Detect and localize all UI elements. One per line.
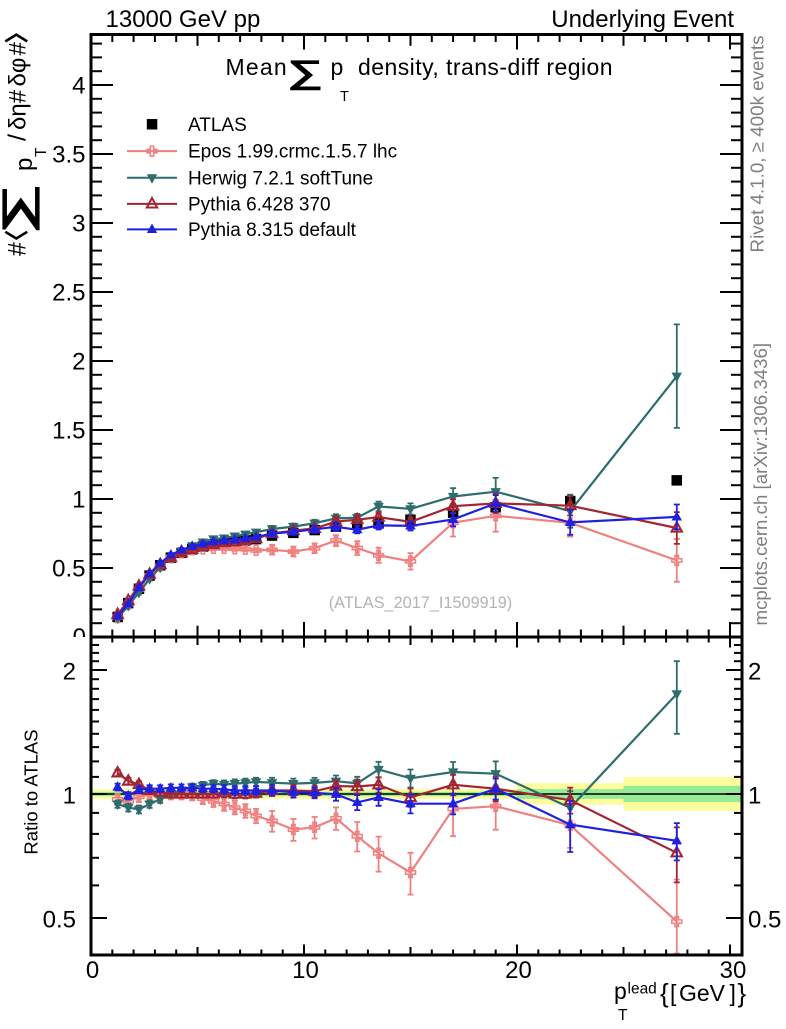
svg-text:20: 20 — [505, 957, 532, 984]
svg-text:2: 2 — [72, 349, 85, 376]
svg-text:∑: ∑ — [0, 183, 40, 235]
svg-text:}: } — [738, 978, 747, 1008]
svg-text:T: T — [618, 1007, 628, 1024]
svg-text:∑: ∑ — [287, 54, 323, 91]
svg-text:1: 1 — [72, 487, 85, 514]
svg-text:2.5: 2.5 — [52, 280, 85, 307]
svg-text:p: p — [331, 54, 344, 80]
svg-text:ATLAS: ATLAS — [188, 115, 247, 136]
svg-text:density, trans-diff region: density, trans-diff region — [358, 54, 613, 80]
svg-text:T: T — [33, 147, 50, 157]
svg-text:p: p — [614, 978, 627, 1004]
svg-text:#: # — [4, 242, 32, 256]
svg-text:1: 1 — [748, 783, 761, 810]
svg-text:4: 4 — [72, 73, 85, 100]
svg-text:δη#: δη# — [5, 89, 32, 130]
svg-text:Ratio to ATLAS: Ratio to ATLAS — [21, 729, 42, 854]
svg-text:Herwig 7.2.1 softTune: Herwig 7.2.1 softTune — [188, 168, 373, 189]
svg-text:Epos 1.99.crmc.1.5.7 lhc: Epos 1.99.crmc.1.5.7 lhc — [188, 142, 397, 163]
svg-text:T: T — [340, 89, 349, 105]
svg-text:0.5: 0.5 — [43, 907, 76, 934]
svg-text:Pythia 8.315 default: Pythia 8.315 default — [188, 220, 357, 241]
svg-text:]: ] — [730, 980, 736, 1006]
svg-text:0: 0 — [86, 957, 99, 984]
svg-text:Pythia 6.428 370: Pythia 6.428 370 — [188, 195, 331, 216]
svg-text:2: 2 — [748, 659, 761, 686]
svg-text:1: 1 — [63, 783, 76, 810]
svg-text:Underlying Event: Underlying Event — [551, 6, 734, 33]
svg-text:10: 10 — [292, 957, 319, 984]
svg-text:{: { — [660, 978, 669, 1008]
svg-text:p: p — [11, 158, 38, 171]
svg-text:[: [ — [670, 980, 677, 1006]
svg-text:3: 3 — [72, 211, 85, 238]
svg-text:3.5: 3.5 — [52, 142, 85, 169]
svg-text:Rivet 4.1.0, ≥ 400k events: Rivet 4.1.0, ≥ 400k events — [747, 35, 768, 252]
svg-text:lead: lead — [628, 981, 657, 998]
svg-text:mcplots.cern.ch [arXiv:1306.34: mcplots.cern.ch [arXiv:1306.3436] — [750, 343, 771, 626]
svg-text:(ATLAS_2017_I1509919): (ATLAS_2017_I1509919) — [329, 594, 512, 612]
svg-text:2: 2 — [63, 659, 76, 686]
svg-text:0.5: 0.5 — [748, 907, 781, 934]
svg-text:/: / — [4, 134, 32, 141]
svg-text:1.5: 1.5 — [52, 418, 85, 445]
svg-text:#: # — [5, 42, 32, 56]
svg-text:GeV: GeV — [679, 980, 726, 1006]
svg-text:Mean: Mean — [226, 54, 288, 80]
svg-text:0.5: 0.5 — [52, 556, 85, 583]
svg-text:δφ: δφ — [5, 58, 32, 87]
svg-text:30: 30 — [720, 957, 747, 984]
svg-text:13000 GeV pp: 13000 GeV pp — [106, 6, 261, 33]
